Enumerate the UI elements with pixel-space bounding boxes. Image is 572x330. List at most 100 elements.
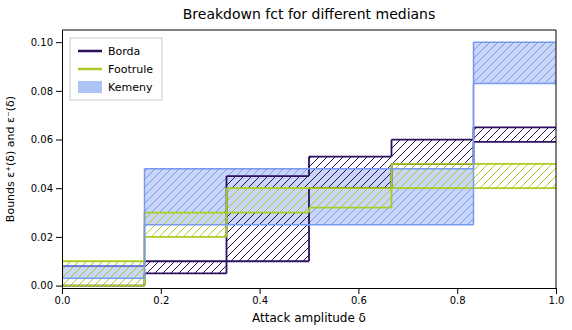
x-tick-mark: [457, 288, 458, 294]
lower-step: [391, 163, 473, 165]
y-tick-mark: [56, 91, 62, 92]
y-axis-title: Bounds ε⁺(δ) and ε⁻(δ): [4, 96, 17, 222]
title: Breakdown fct for different medians: [183, 6, 436, 22]
band-hatch: [391, 140, 473, 164]
x-tick: 1.0: [549, 288, 565, 306]
step-connector: [391, 164, 393, 188]
step-connector: [308, 157, 310, 176]
chart: 0.00.20.40.60.81.00.000.020.040.060.080.…: [0, 0, 572, 330]
lower-step: [474, 141, 556, 143]
legend-item: Footrule: [78, 63, 153, 76]
legend-label: Kemeny: [108, 81, 153, 94]
legend-label: Borda: [108, 45, 140, 58]
y-tick-mark: [56, 237, 62, 238]
y-tick-label: 0.10: [31, 37, 53, 48]
lower-step: [144, 224, 309, 226]
band-hatch: [474, 127, 556, 142]
lower-step: [309, 207, 391, 209]
legend-swatch: [78, 50, 102, 53]
upper-step: [391, 163, 473, 165]
upper-step: [144, 260, 226, 262]
x-tick-mark: [161, 288, 162, 294]
step-connector: [226, 261, 228, 273]
x-tick-label: 0.2: [153, 295, 169, 306]
upper-step: [62, 265, 144, 267]
y-tick: 0.02: [31, 232, 62, 243]
legend-label: Footrule: [108, 63, 153, 76]
frame-right: [556, 30, 557, 288]
y-tick: 0.04: [31, 183, 62, 194]
x-tick-label: 1.0: [549, 295, 565, 306]
x-tick: 0.8: [450, 288, 466, 306]
y-axis-line: [62, 31, 63, 289]
band-hatch: [309, 188, 391, 207]
step-connector: [391, 140, 393, 157]
x-tick: 0.4: [252, 288, 268, 306]
lower-step: [309, 187, 391, 189]
step-connector: [391, 164, 393, 188]
legend: Borda Footrule Kemeny: [70, 38, 162, 100]
frame-top: [62, 30, 556, 31]
lower-step: [62, 285, 144, 287]
y-tick-label: 0.08: [31, 86, 53, 97]
band-hatch: [227, 188, 309, 212]
band-hatch: [227, 176, 309, 261]
x-axis-line: [63, 288, 557, 289]
lower-step: [391, 187, 473, 189]
upper-step: [62, 260, 144, 262]
upper-step: [391, 139, 473, 141]
y-tick-mark: [56, 286, 62, 287]
y-axis: 0.000.020.040.060.080.10: [31, 31, 63, 292]
step-connector: [473, 84, 475, 225]
lower-step: [474, 83, 556, 85]
x-tick: 0.0: [55, 288, 71, 306]
band-hatch: [62, 261, 144, 285]
x-tick-mark: [556, 288, 557, 294]
step-connector: [391, 188, 393, 207]
legend-box: [70, 38, 162, 100]
plot: 0.00.20.40.60.81.00.000.020.040.060.080.…: [31, 30, 565, 306]
area-fill: [474, 42, 556, 83]
upper-step: [309, 187, 391, 189]
legend-swatch: [78, 81, 102, 93]
y-tick: 0.10: [31, 37, 62, 48]
y-tick: 0.00: [31, 280, 62, 291]
x-tick-label: 0.6: [351, 295, 367, 306]
band-hatch: [144, 261, 226, 273]
x-axis-title: Attack amplitude δ: [252, 311, 366, 325]
x-tick-mark: [358, 288, 359, 294]
y-tick-mark: [56, 140, 62, 141]
upper-step: [227, 187, 309, 189]
band-hatch: [474, 42, 556, 83]
upper-step: [309, 168, 474, 170]
step-connector: [226, 188, 228, 212]
upper-step: [474, 126, 556, 128]
legend-item: Kemeny: [78, 81, 153, 94]
x-tick: 0.6: [351, 288, 367, 306]
upper-step: [474, 41, 556, 43]
y-tick-label: 0.04: [31, 183, 53, 194]
y-tick: 0.08: [31, 86, 62, 97]
y-tick-mark: [56, 42, 62, 43]
x-axis: 0.0 0.2 0.4 0.6 0.8 1.0: [55, 288, 565, 306]
upper-step: [309, 156, 391, 158]
lower-step: [62, 278, 144, 280]
step-connector: [144, 225, 146, 279]
upper-step: [62, 265, 144, 267]
lower-step: [227, 212, 309, 214]
lower-step: [309, 224, 474, 226]
x-tick-label: 0.8: [450, 295, 466, 306]
band-hatch: [391, 164, 473, 188]
lower-step: [144, 236, 226, 238]
lower-step: [474, 187, 556, 189]
y-tick-mark: [56, 188, 62, 189]
lower-step: [144, 272, 226, 274]
upper-step: [144, 212, 226, 214]
x-tick-mark: [62, 288, 63, 294]
upper-step: [227, 175, 309, 177]
x-tick-mark: [260, 288, 261, 294]
band-hatch: [309, 157, 391, 189]
legend-item: Borda: [78, 45, 140, 58]
legend-swatch: [78, 68, 102, 71]
lower-step: [62, 285, 144, 287]
